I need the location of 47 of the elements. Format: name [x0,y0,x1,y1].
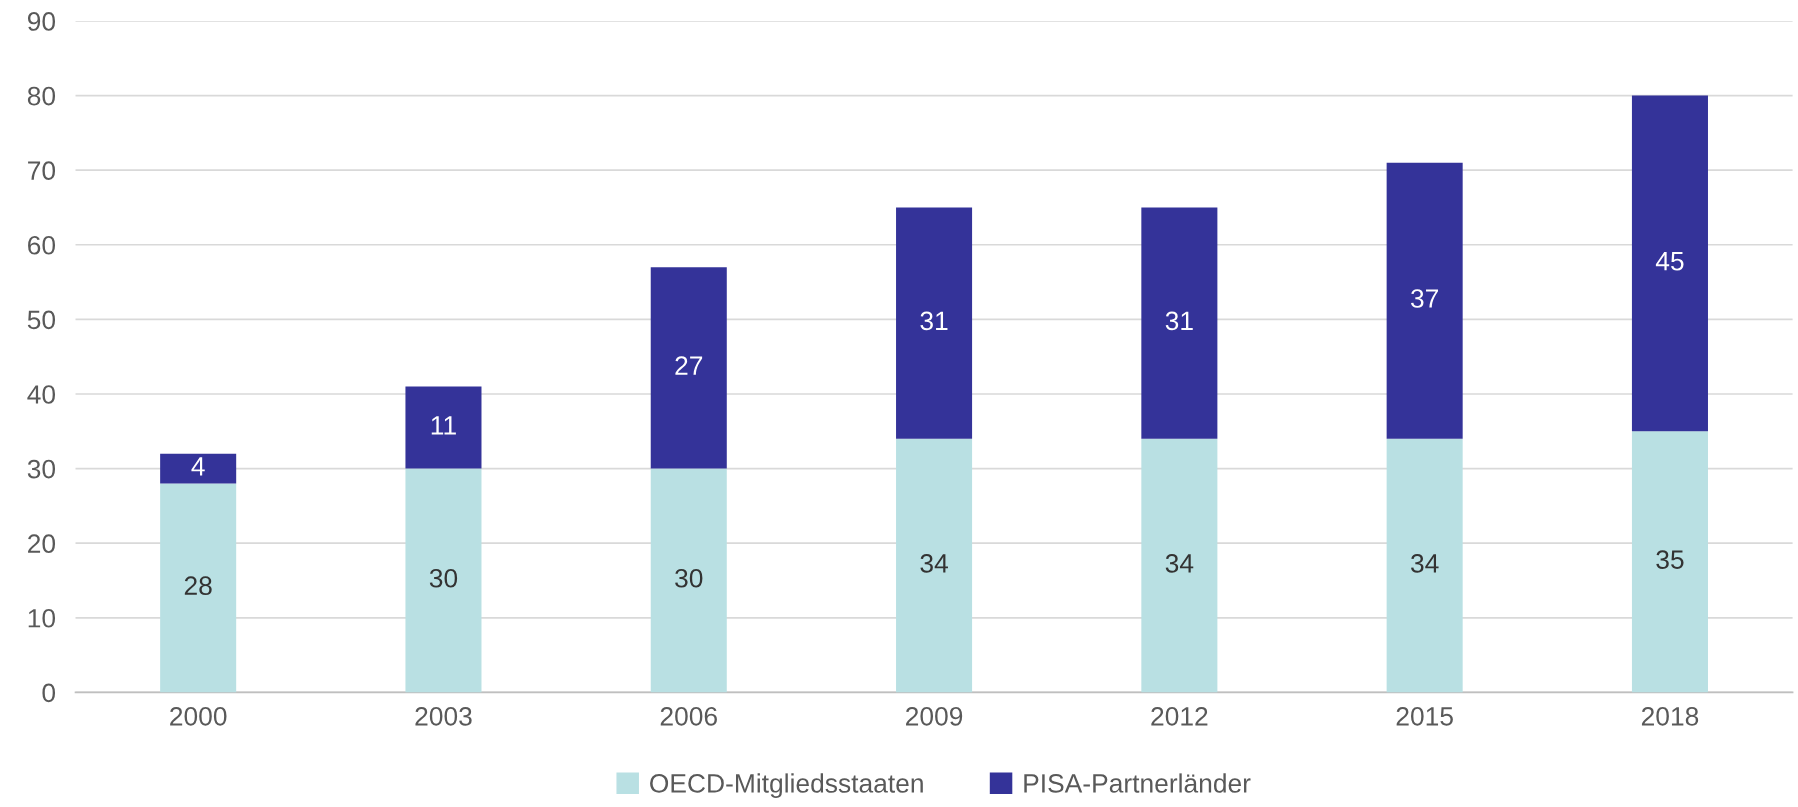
data-label: 34 [1165,553,1194,573]
bar [1631,95,1708,432]
bar [896,207,973,439]
bar [160,453,237,484]
bar [1386,162,1463,439]
bar [896,438,973,693]
y-tick-label: 30 [27,459,56,479]
bar [405,468,482,693]
data-label: 27 [675,356,703,375]
x-tick-label: 2006 [660,706,717,726]
x-tick-label: 2012 [1151,706,1208,726]
data-label: 31 [1165,311,1193,331]
y-tick-label: 40 [27,385,56,404]
bar [650,267,727,469]
x-tick-label: 2015 [1396,706,1453,726]
legend-label: OECD-Mitgliedsstaaten [650,773,923,798]
data-label: 31 [920,311,948,331]
data-label: 4 [191,457,205,476]
y-tick-label: 70 [28,161,56,181]
data-label: 35 [1656,550,1684,569]
y-tick-label: 10 [28,608,56,628]
y-tick-label: 0 [42,683,56,703]
legend-label: PISA-Partnerländer [1024,773,1251,793]
bar [160,483,237,693]
bar [650,468,727,693]
data-label: 37 [1410,289,1439,308]
data-label: 34 [1410,553,1439,573]
x-tick-label: 2000 [170,706,227,726]
bar [1141,207,1218,439]
data-label: 30 [675,568,703,588]
bar [1386,438,1463,693]
y-tick-label: 20 [28,534,56,554]
bar [1631,431,1708,693]
y-tick-label: 80 [27,86,56,106]
y-tick-label: 90 [27,12,56,31]
data-label: 34 [920,553,948,573]
y-tick-label: 60 [28,235,56,255]
bar [1141,438,1218,693]
x-tick-label: 2018 [1641,706,1699,726]
data-label: 28 [184,576,212,596]
bar [405,386,482,469]
y-tick-label: 50 [27,310,56,330]
data-label: 11 [431,416,456,435]
data-label: 30 [429,568,458,588]
x-tick-label: 2009 [906,706,963,726]
x-tick-label: 2003 [415,706,472,726]
data-label: 45 [1655,252,1684,271]
